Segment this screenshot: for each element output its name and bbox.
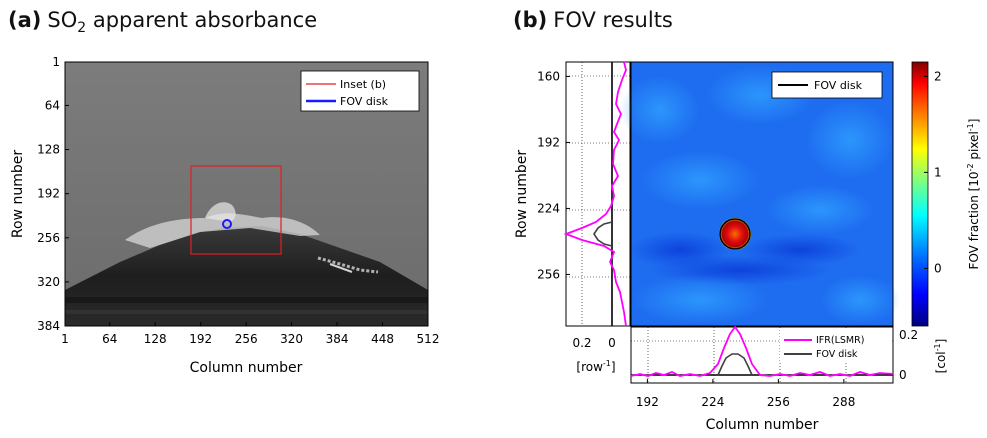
inset-b-rectangle	[190, 165, 282, 255]
left-profile-tick-0: 0.2	[572, 336, 591, 350]
panel-b-ylabel: Row number	[514, 150, 530, 238]
fov-disk-marker	[222, 219, 232, 229]
panel-b-xtick-label: 192	[636, 395, 659, 409]
panel-b-legend: FOV disk	[771, 71, 883, 99]
bottom-profile-tick-1: 0	[899, 368, 907, 382]
panel-a-xtick-label: 64	[102, 332, 117, 346]
panel-a-xtick-label: 320	[280, 332, 303, 346]
panel-b-ytick-label: 160	[537, 69, 560, 83]
colorbar-label: FOV fraction [10-2 pixel-1]	[966, 119, 981, 270]
panel-a-ytick-label: 256	[37, 231, 60, 245]
panel-b-ytick-label: 192	[537, 135, 560, 149]
panel-a-title-rest: apparent absorbance	[86, 8, 318, 32]
panel-a-ytick-label: 384	[37, 319, 60, 333]
fov-heatmap	[620, 62, 900, 326]
legend-fov-label: FOV disk	[340, 95, 389, 108]
panel-a-title: (a) SO2 apparent absorbance	[8, 8, 317, 36]
bottom-legend-ifr-label: IFR(LSMR)	[816, 335, 864, 346]
bottom-profile-legend: IFR(LSMR) FOV disk	[780, 330, 890, 362]
panel-a-image	[65, 62, 428, 326]
panel-a-xtick-label: 384	[326, 332, 349, 346]
panel-a-title-sub: 2	[77, 20, 87, 37]
panel-a-xtick-label: 128	[144, 332, 167, 346]
left-profile-fov-curve	[593, 221, 613, 247]
panel-b-xtick-label: 288	[832, 395, 855, 409]
panel-a-xtick-label: 256	[235, 332, 258, 346]
panel-a-xlabel: Column number	[190, 360, 303, 376]
panel-a-legend: Inset (b) FOV disk	[300, 70, 420, 112]
panel-b-axes-box	[630, 61, 894, 327]
left-profile-tick-1: 0	[608, 336, 616, 350]
panel-b-xtick-label: 256	[767, 395, 790, 409]
panel-b-title-text: FOV results	[553, 8, 673, 32]
panel-a-ytick-label: 320	[37, 275, 60, 289]
bottom-profile-ifr-curve	[630, 325, 894, 377]
panel-a-ytick-label: 192	[37, 187, 60, 201]
legend-inset-label: Inset (b)	[340, 78, 386, 91]
panel-a-title-text: SO	[47, 8, 78, 32]
panel-a-ticks: 1 64 128 192 256 320 384 448 512 1 64 128 192 256 320 3…	[37, 55, 439, 346]
panel-b-legend-label: FOV disk	[814, 79, 863, 92]
panel-a-xtick-label: 448	[371, 332, 394, 346]
panel-b-ticks: 192 224 256 288 160 192 224 256	[537, 69, 855, 409]
bottom-profile-fov-curve	[717, 353, 753, 376]
panel-b-xlabel: Column number	[706, 417, 819, 433]
panel-b-ytick-label: 256	[537, 267, 560, 281]
colorbar	[911, 61, 929, 327]
colorbar-tick-label: 2	[934, 69, 942, 83]
panel-b-title: (b) FOV results	[513, 8, 673, 32]
panel-a-label: (a)	[8, 8, 42, 32]
panel-b-label: (b)	[513, 8, 548, 32]
bottom-profile-tick-0: 0.2	[899, 328, 918, 342]
fov-hotspot	[719, 218, 751, 250]
panel-a-ytick-label: 64	[45, 98, 60, 112]
panel-a-ytick-label: 1	[52, 55, 60, 69]
colorbar-tick-label: 1	[934, 165, 942, 179]
panel-b-ytick-label: 224	[537, 201, 560, 215]
left-profile-ifr-curve	[563, 61, 627, 327]
colorbar-ticks: 2 1 0	[924, 69, 942, 275]
bottom-legend-fov-label: FOV disk	[816, 349, 858, 360]
panel-a-xtick-label: 1	[61, 332, 69, 346]
panel-a-ytick-label: 128	[37, 143, 60, 157]
panel-a-ylabel: Row number	[10, 150, 26, 238]
colorbar-tick-label: 0	[934, 261, 942, 275]
panel-a-xtick-label: 192	[189, 332, 212, 346]
left-profile-unit: [row-1]	[576, 359, 615, 374]
fov-disk-outline	[719, 218, 751, 250]
bottom-profile-unit: [col-1]	[933, 339, 948, 374]
panel-a-xtick-label: 512	[417, 332, 440, 346]
left-profile-box	[565, 61, 631, 327]
panel-b-xtick-label: 224	[701, 395, 724, 409]
